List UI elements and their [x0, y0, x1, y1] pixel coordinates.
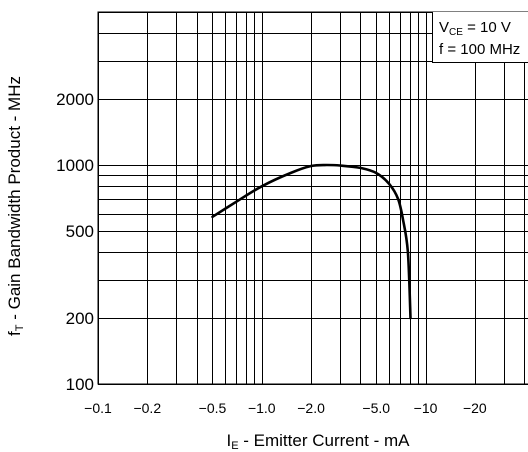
y-tick-label: 2000 — [56, 90, 94, 109]
x-tick-label: −0.5 — [199, 400, 227, 416]
x-tick-label: −20 — [463, 400, 487, 416]
x-tick-label: −2.0 — [297, 400, 325, 416]
x-tick-label: −1.0 — [248, 400, 276, 416]
y-tick-label: 500 — [66, 222, 94, 241]
y-axis-title: fT - Gain Bandwidth Product - MHz — [5, 76, 26, 336]
x-tick-label: −0.2 — [133, 400, 161, 416]
condition-text: VCE = 10 V — [439, 19, 511, 38]
x-tick-label: −0.1 — [84, 400, 112, 416]
x-tick-label: −10 — [414, 400, 438, 416]
y-tick-label: 100 — [66, 375, 94, 394]
x-tick-label: −5.0 — [362, 400, 390, 416]
conditions-box: VCE = 10 V f = 100 MHz — [432, 12, 528, 63]
series-layer — [211, 163, 412, 320]
series-line — [211, 163, 412, 320]
y-tick-labels: 100 200 500 1000 2000 — [56, 90, 94, 394]
x-axis-title: IE - Emitter Current - mA — [226, 431, 410, 452]
plot-frame — [97, 11, 528, 385]
x-tick-labels: −0.1 −0.2 −0.5 −1.0 −2.0 −5.0 −10 −20 — [84, 400, 487, 416]
grid — [98, 12, 528, 385]
y-tick-label: 1000 — [56, 156, 94, 175]
y-axis-title-text: fT - Gain Bandwidth Product - MHz — [5, 76, 26, 336]
y-tick-label: 200 — [66, 309, 94, 328]
conditions-background — [432, 12, 528, 62]
condition-text: f = 100 MHz — [439, 41, 520, 58]
x-axis-title-text: IE - Emitter Current - mA — [226, 431, 410, 452]
